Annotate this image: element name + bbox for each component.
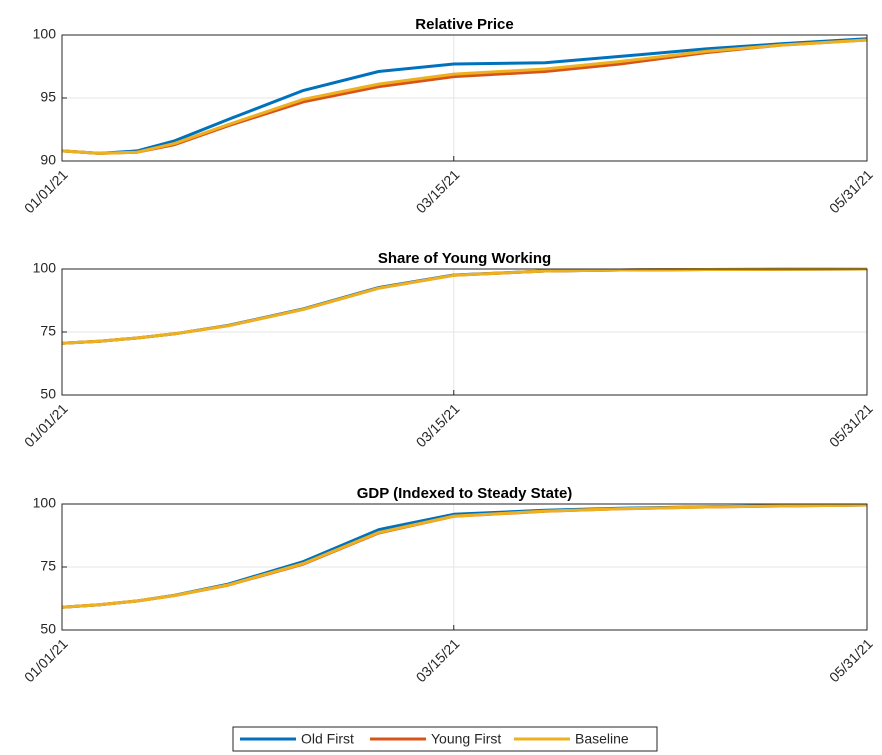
y-tick-label: 75	[40, 558, 56, 574]
y-tick-label: 100	[33, 26, 57, 42]
legend-label: Old First	[301, 731, 354, 747]
series-line	[61, 503, 868, 609]
plot-frame	[61, 268, 868, 396]
y-tick-label: 50	[40, 386, 56, 402]
y-tick-label: 100	[33, 495, 57, 511]
x-tick-label: 05/31/21	[826, 635, 876, 685]
x-tick-label: 01/01/21	[21, 400, 71, 450]
y-tick-label: 75	[40, 323, 56, 339]
x-tick-label: 05/31/21	[826, 400, 876, 450]
chart-title: Relative Price	[415, 16, 513, 33]
series-line	[61, 38, 868, 155]
x-tick-label: 03/15/21	[413, 166, 463, 216]
legend-label: Young First	[431, 731, 501, 747]
chart-title: GDP (Indexed to Steady State)	[357, 485, 573, 502]
x-tick-label: 01/01/21	[21, 635, 71, 685]
y-tick-label: 50	[40, 621, 56, 637]
plot-frame	[61, 34, 868, 162]
y-tick-label: 90	[40, 152, 56, 168]
legend-label: Baseline	[575, 731, 629, 747]
x-tick-label: 03/15/21	[413, 635, 463, 685]
y-tick-label: 95	[40, 89, 56, 105]
x-tick-label: 05/31/21	[826, 166, 876, 216]
plot-frame	[61, 503, 868, 631]
x-tick-label: 03/15/21	[413, 400, 463, 450]
legend-box	[232, 726, 658, 752]
y-tick-label: 100	[33, 260, 57, 276]
x-tick-label: 01/01/21	[21, 166, 71, 216]
legend: Old First Young First Baseline	[232, 726, 658, 752]
chart-title: Share of Young Working	[378, 250, 551, 267]
